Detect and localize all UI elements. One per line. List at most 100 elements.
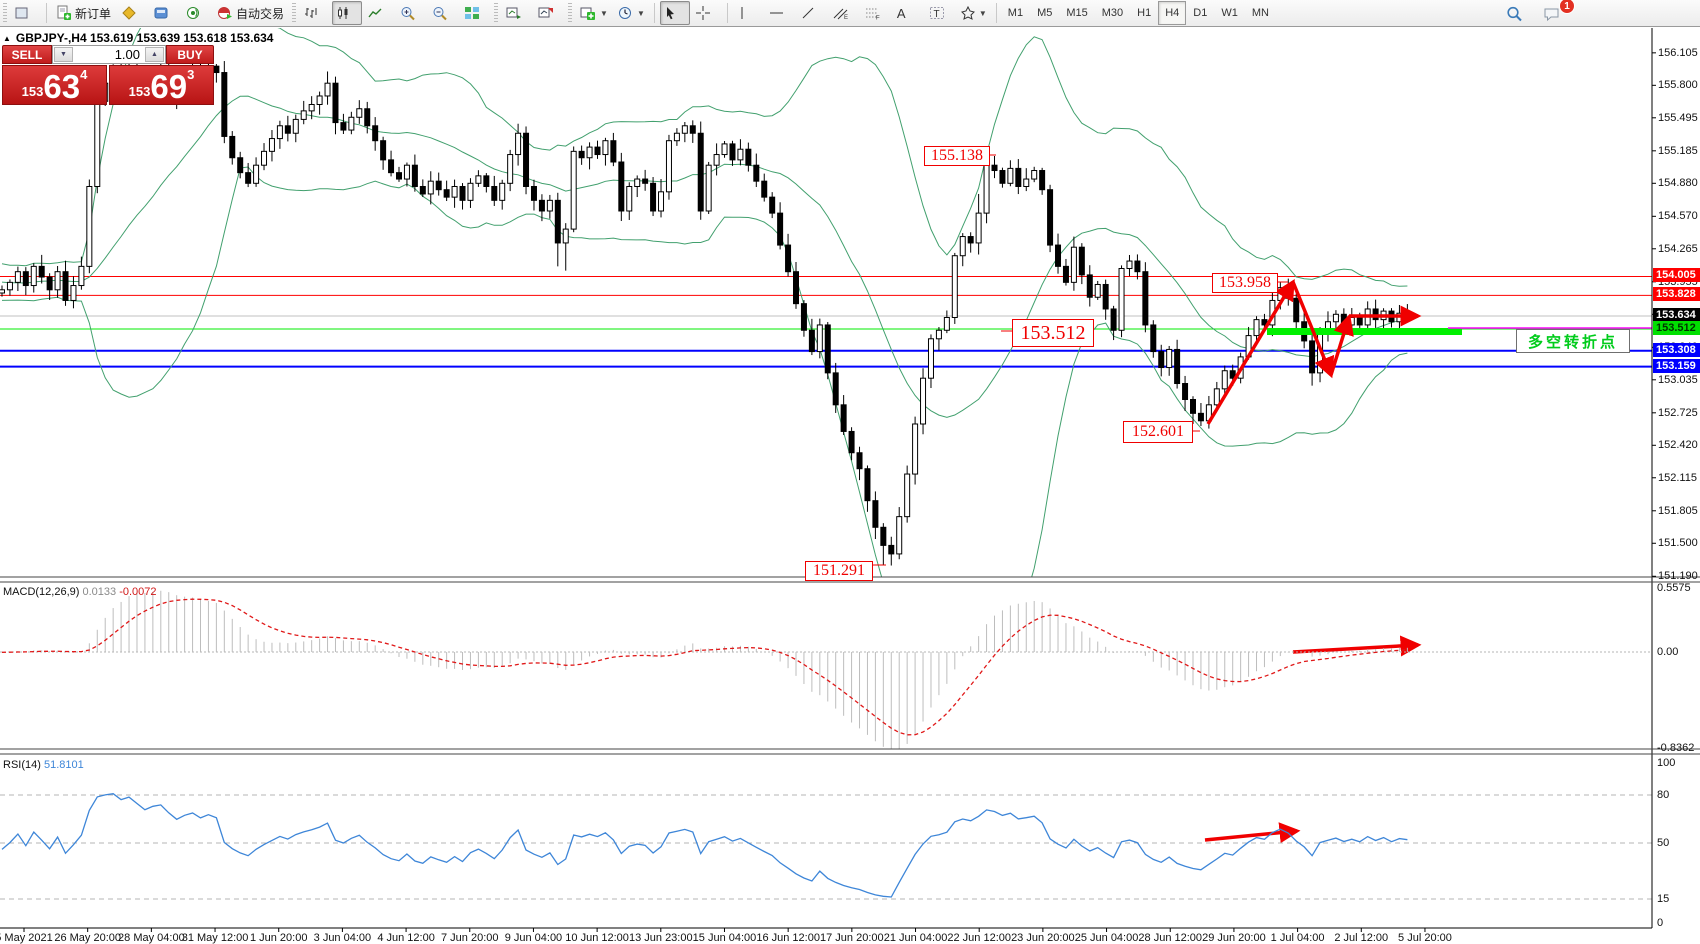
time-axis-label: 5 May 2021 [0, 932, 53, 944]
price-level-tag: 153.308 [1653, 342, 1700, 357]
volume-value[interactable]: 1.00 [114, 47, 140, 62]
time-axis-label: 28 May 04:00 [118, 932, 185, 944]
price-level-tag: 153.512 [1653, 320, 1700, 335]
time-axis-label: 1 Jun 20:00 [249, 932, 308, 944]
vertical-line-tool[interactable] [733, 1, 763, 25]
autotrade-label: 自动交易 [236, 6, 285, 21]
time-axis-label: 17 Jun 20:00 [820, 932, 884, 944]
buy-button[interactable]: BUY [166, 45, 214, 64]
time-axis-label: 21 Jun 04:00 [883, 932, 948, 944]
data-window-icon[interactable] [149, 1, 179, 25]
timeframe-M1[interactable]: M1 [1007, 7, 1024, 19]
price-axis-tick: 154.880 [1658, 177, 1698, 190]
bar-chart-mode-icon[interactable] [300, 1, 330, 25]
timeframe-M5[interactable]: M5 [1037, 7, 1053, 19]
timeframe-M30[interactable]: M30 [1101, 7, 1124, 19]
note-annotation[interactable]: 多空转折点 [1516, 329, 1630, 353]
price-annotation[interactable]: 153.512 [1012, 319, 1094, 347]
timeframe-D1[interactable]: D1 [1193, 7, 1208, 19]
time-axis-label: 2 Jul 12:00 [1334, 932, 1389, 944]
timeframe-H1[interactable]: H1 [1137, 7, 1152, 19]
price-annotation[interactable]: 155.138 [924, 146, 990, 166]
volume-down-button[interactable]: ▼ [54, 47, 73, 62]
new-order-icon [57, 5, 71, 20]
price-level-tag: 153.634 [1653, 308, 1700, 322]
horizontal-line-tool[interactable] [765, 1, 795, 25]
trendline-tool[interactable] [797, 1, 827, 25]
time-axis-label: 15 Jun 04:00 [692, 932, 757, 944]
volume-up-button[interactable]: ▲ [145, 47, 164, 62]
chart-ontop-icon[interactable] [534, 1, 564, 25]
signal-icon[interactable] [181, 1, 211, 25]
new-order-label: 新订单 [75, 6, 112, 21]
price-level-tag: 153.828 [1653, 287, 1700, 302]
price-chart-canvas [0, 28, 1700, 932]
buy-price-display[interactable]: 153 69 3 [109, 65, 214, 105]
time-axis-label: 25 Jun 04:00 [1074, 932, 1139, 944]
chart-area[interactable]: ▲ GBPJPY-,H4 153.619 153.639 153.618 153… [0, 28, 1700, 944]
cut-edge-icon[interactable] [11, 1, 41, 25]
price-annotation[interactable]: 152.601 [1123, 421, 1193, 443]
notifications-icon[interactable]: 1 [1539, 0, 1575, 26]
timeframe-M15[interactable]: M15 [1066, 7, 1088, 19]
price-axis-tick: 152.420 [1658, 439, 1698, 452]
text-tool[interactable]: A [896, 5, 906, 21]
time-axis-label: 3 Jun 04:00 [313, 932, 372, 944]
new-chart-dropdown[interactable]: ▼ [576, 1, 612, 25]
cursor-tool[interactable] [659, 1, 690, 25]
market-watch-icon[interactable] [117, 1, 147, 25]
rsi-label: RSI(14) 51.8101 [3, 759, 84, 771]
price-axis-tick: 154.265 [1658, 242, 1698, 255]
arrange-charts-icon[interactable] [502, 1, 532, 25]
sell-price-display[interactable]: 153 63 4 [2, 65, 107, 105]
price-annotation[interactable]: 151.291 [805, 561, 873, 581]
zoom-in-icon[interactable] [396, 1, 426, 25]
time-axis-label: 7 Jun 20:00 [441, 932, 499, 944]
price-annotation[interactable]: 153.958 [1212, 273, 1278, 293]
rsi-axis-tick: 0 [1657, 917, 1664, 929]
one-click-trading-panel: SELL ▼ 1.00 ▲ BUY 153 63 4 153 69 3 [2, 45, 214, 105]
time-axis-label: 23 Jun 20:00 [1011, 932, 1075, 944]
toolbar-grip [3, 3, 7, 23]
svg-text:F: F [876, 16, 880, 21]
time-axis-label: 22 Jun 12:00 [947, 932, 1011, 944]
search-icon[interactable] [1502, 2, 1532, 26]
symbol-collapse-icon[interactable]: ▲ [3, 33, 11, 43]
tile-windows-icon[interactable] [460, 1, 490, 25]
arrows-tool-dropdown[interactable]: ▼ [957, 1, 991, 25]
timeframe-W1[interactable]: W1 [1221, 7, 1238, 19]
price-axis-tick: 151.805 [1658, 504, 1698, 517]
svg-text:T: T [933, 9, 939, 20]
text-label-tool[interactable]: T [925, 1, 955, 25]
time-axis-label: 28 Jun 12:00 [1138, 932, 1203, 944]
time-axis-label: 16 Jun 12:00 [756, 932, 820, 944]
price-axis-tick: 152.115 [1658, 471, 1697, 484]
sell-button[interactable]: SELL [2, 45, 52, 64]
time-axis-label: 1 Jul 04:00 [1270, 932, 1325, 944]
timeframe-MN[interactable]: MN [1251, 7, 1269, 19]
channel-tool[interactable]: E [829, 1, 859, 25]
macd-label: MACD(12,26,9) 0.0133 -0.0072 [3, 586, 157, 598]
period-clock-dropdown[interactable]: ▼ [614, 1, 649, 25]
new-order-button[interactable]: 新订单 [52, 1, 115, 25]
line-chart-mode-icon[interactable] [364, 1, 394, 25]
price-axis-tick: 154.570 [1658, 210, 1698, 223]
rsi-axis-tick: 15 [1657, 893, 1670, 905]
price-axis-tick: 153.035 [1658, 373, 1698, 386]
price-axis-tick: 155.495 [1658, 111, 1698, 124]
rsi-axis-tick: 50 [1657, 837, 1670, 849]
macd-axis-tick: 0.5575 [1657, 582, 1691, 594]
fibonacci-tool[interactable]: F [861, 1, 891, 25]
price-axis-tick: 151.190 [1658, 570, 1698, 583]
autotrade-button[interactable]: 自动交易 [213, 1, 288, 25]
price-level-tag: 154.005 [1653, 268, 1700, 283]
crosshair-tool[interactable] [692, 1, 722, 25]
timeframe-H4[interactable]: H4 [1158, 1, 1187, 25]
candle-chart-mode-icon[interactable] [332, 1, 363, 25]
zoom-out-icon[interactable] [428, 1, 458, 25]
time-axis-label: 9 Jun 04:00 [504, 932, 563, 944]
rsi-axis-tick: 80 [1657, 789, 1670, 801]
volume-stepper: ▼ 1.00 ▲ [52, 45, 166, 64]
price-level-tag: 153.159 [1653, 358, 1700, 373]
